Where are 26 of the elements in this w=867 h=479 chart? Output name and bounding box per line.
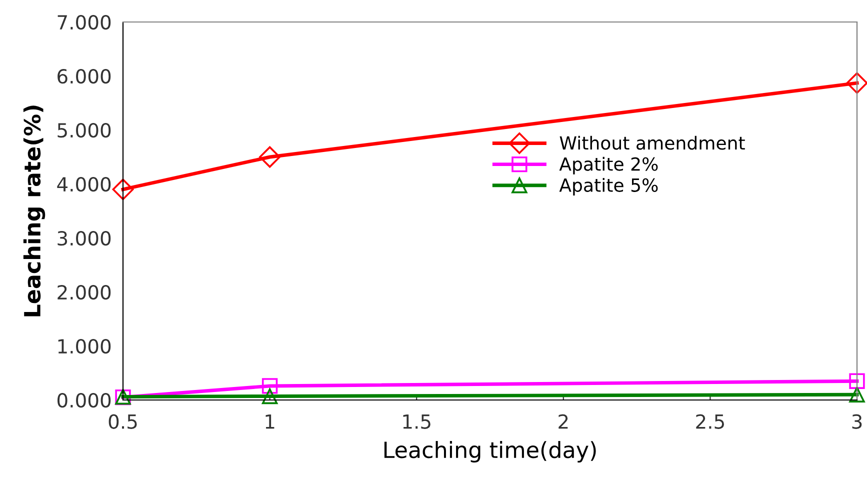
x-tick-label: 2 <box>558 414 568 429</box>
x-tick-label: 2.5 <box>696 414 724 429</box>
y-tick-label: 5.000 <box>58 122 111 138</box>
point <box>262 388 278 404</box>
point <box>259 146 281 168</box>
y-tick-label: 7.000 <box>58 14 111 30</box>
x-tick-label: 1.5 <box>403 414 430 429</box>
y-tick-label: 2.000 <box>58 284 111 300</box>
legend-label: Apatite 2% <box>559 156 658 174</box>
y-tick-label: 6.000 <box>58 68 111 84</box>
point <box>849 386 865 402</box>
point <box>262 378 278 394</box>
y-axis-title: Leaching rate(%) <box>23 106 46 316</box>
x-tick-label: 3 <box>852 414 862 429</box>
x-axis-title: Leaching time(day) <box>384 441 596 463</box>
y-tick-label: 3.000 <box>58 230 111 246</box>
legend-label: Apatite 5% <box>559 178 658 196</box>
point <box>846 72 867 94</box>
legend-label: Without amendment <box>560 136 745 150</box>
y-tick-label: 4.000 <box>57 176 111 192</box>
y-tick-label: 1.000 <box>58 338 111 354</box>
point <box>112 178 134 200</box>
x-tick-label: 0.5 <box>108 414 137 429</box>
point <box>849 373 865 389</box>
y-tick-label: 0.000 <box>58 392 111 408</box>
x-tick-label: 1 <box>266 414 274 429</box>
